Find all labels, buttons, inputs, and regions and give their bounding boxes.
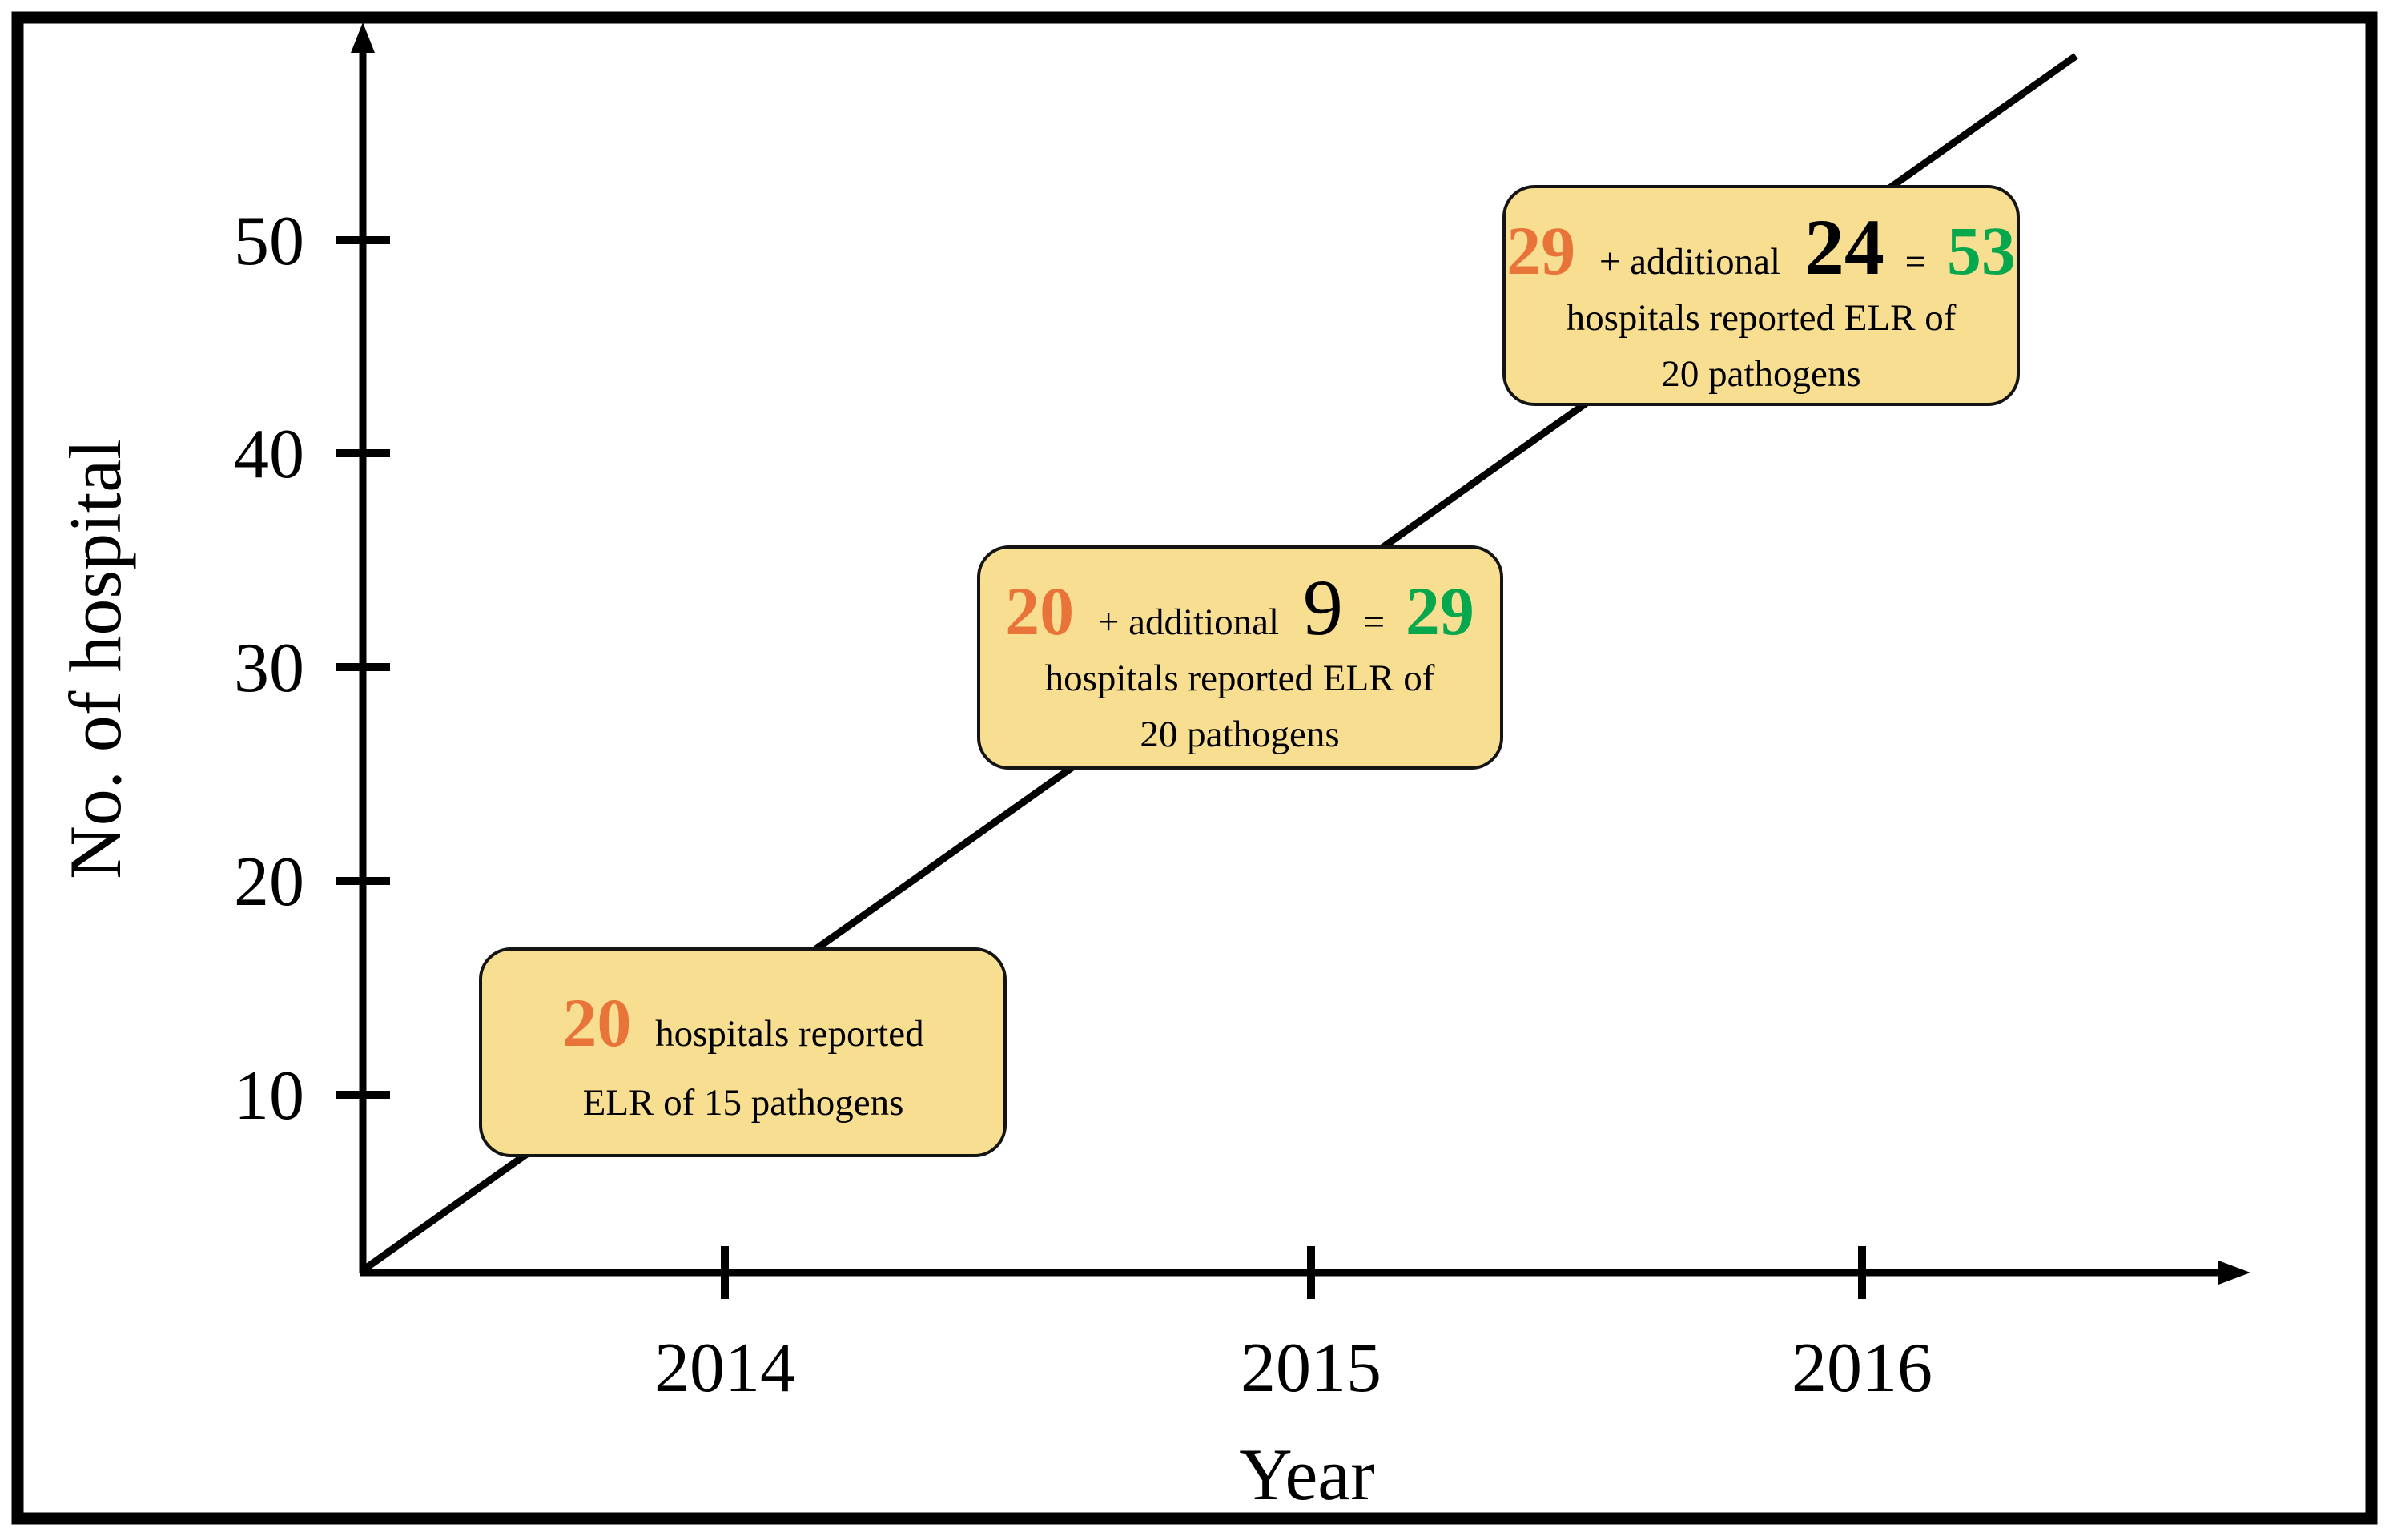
annotation-2014-line1: 20 hospitals reported — [562, 984, 923, 1061]
x-tick-labels: 2014 2015 2016 — [654, 1329, 1933, 1407]
annotation-2014-line1-text: hospitals reported — [655, 1013, 923, 1055]
annotation-2016-equals: = — [1905, 241, 1927, 283]
annotation-2015-plus-text: + additional — [1098, 601, 1279, 643]
x-tick-label-2015: 2015 — [1241, 1329, 1382, 1407]
annotation-2014-line2: ELR of 15 pathogens — [583, 1082, 904, 1124]
annotation-2015-equals: = — [1364, 601, 1386, 643]
x-axis-title: Year — [1239, 1433, 1375, 1515]
annotation-2016-base-count: 29 — [1506, 212, 1575, 289]
annotation-2016-line1: 29 + additional 24 = 53 — [1506, 203, 2016, 292]
y-axis-arrowhead-icon — [351, 22, 375, 53]
annotation-2016-plus-text: + additional — [1599, 241, 1780, 283]
annotation-box-2016: 29 + additional 24 = 53 hospitals report… — [1502, 185, 2020, 406]
annotation-2014-count: 20 — [562, 984, 631, 1061]
y-ticks — [336, 236, 390, 1099]
annotation-2016-line2: hospitals reported ELR of — [1567, 297, 1957, 339]
annotation-2015-added-count: 9 — [1303, 563, 1343, 652]
x-tick-label-2016: 2016 — [1792, 1329, 1933, 1407]
y-axis-title: No. of hospital — [54, 439, 136, 879]
annotation-2016-line3: 20 pathogens — [1661, 353, 1860, 395]
y-tick-labels: 50 40 30 20 10 — [234, 203, 304, 1135]
x-tick-label-2014: 2014 — [654, 1329, 795, 1407]
annotation-box-2016-background — [1502, 185, 2020, 406]
y-tick-label-30: 30 — [234, 629, 304, 707]
x-ticks — [721, 1246, 1866, 1299]
y-tick-label-20: 20 — [234, 843, 304, 921]
annotation-box-2015: 20 + additional 9 = 29 hospitals reporte… — [977, 545, 1503, 770]
annotation-box-2014-background — [479, 947, 1007, 1157]
annotation-2015-line3: 20 pathogens — [1140, 714, 1339, 755]
x-axis-arrowhead-icon — [2218, 1261, 2250, 1285]
annotation-2016-total-count: 53 — [1947, 212, 2016, 289]
annotation-2015-total-count: 29 — [1406, 573, 1474, 649]
y-tick-label-50: 50 — [234, 203, 304, 280]
annotation-box-2014: 20 hospitals reported ELR of 15 pathogen… — [479, 947, 1007, 1157]
annotation-2016-added-count: 24 — [1804, 203, 1884, 292]
annotation-box-2015-background — [977, 545, 1503, 770]
annotation-2015-line2: hospitals reported ELR of — [1045, 657, 1435, 699]
y-tick-label-10: 10 — [234, 1057, 304, 1135]
annotation-2015-base-count: 20 — [1005, 573, 1074, 649]
annotation-2015-line1: 20 + additional 9 = 29 — [1005, 563, 1474, 652]
y-tick-label-40: 40 — [234, 416, 304, 493]
